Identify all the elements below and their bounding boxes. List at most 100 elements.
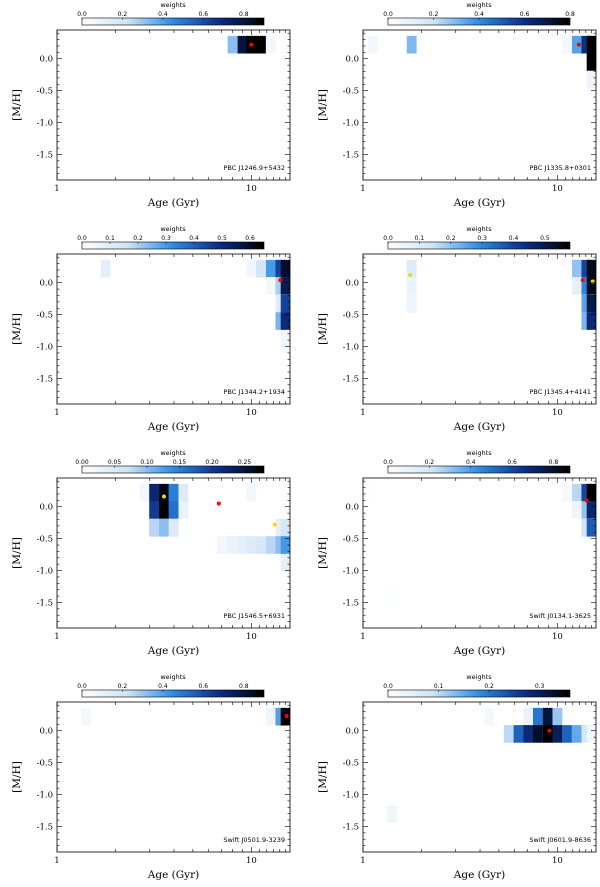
heatmap-cell xyxy=(484,707,495,726)
x-axis-label: Age (Gyr) xyxy=(147,869,199,881)
x-axis-label: Age (Gyr) xyxy=(453,421,505,433)
colorbar-tick-label: 0.6 xyxy=(199,683,209,690)
heatmap-cell xyxy=(571,483,582,502)
heatmap-cell xyxy=(523,707,534,726)
colorbar-title: weights xyxy=(160,449,186,457)
plot-frame xyxy=(362,253,597,405)
y-tick-label: -0.5 xyxy=(343,535,359,545)
heatmap-cell xyxy=(265,35,276,54)
heatmap-cell xyxy=(280,554,290,572)
heatmap-cell xyxy=(246,536,257,554)
heatmap-cell xyxy=(586,483,596,502)
y-tick-label: 0.0 xyxy=(39,503,53,513)
heatmap-cell xyxy=(406,35,417,54)
y-tick-label: -0.5 xyxy=(343,759,359,769)
x-tick-label: 10 xyxy=(246,408,257,418)
mean-marker xyxy=(161,494,166,499)
heatmap-cell xyxy=(586,501,596,519)
y-tick-label: -1.0 xyxy=(37,791,53,801)
object-name: PBC J1546.5+6931 xyxy=(223,612,285,620)
chart-panel: weights 0.0 0.1 0.2 0.3 0.4 0.5 1 10 0.0 -0.5 -1.0 -… xyxy=(317,225,597,433)
x-axis-label: Age (Gyr) xyxy=(453,869,505,881)
colorbar-tick-label: 0.4 xyxy=(509,235,519,242)
x-axis-label: Age (Gyr) xyxy=(453,197,505,209)
plot-frame xyxy=(56,701,291,853)
x-tick-label: 1 xyxy=(54,856,59,866)
x-tick-label: 10 xyxy=(552,408,563,418)
y-tick-label: -0.5 xyxy=(37,535,53,545)
colorbar-tick-label: 0.8 xyxy=(239,11,249,18)
y-tick-label: -1.5 xyxy=(37,598,53,608)
x-axis-label: Age (Gyr) xyxy=(147,197,199,209)
x-tick-label: 10 xyxy=(246,856,257,866)
colorbar-tick-label: 0.0 xyxy=(77,235,87,242)
heatmap-cell xyxy=(226,536,237,554)
colorbar xyxy=(81,241,265,250)
heatmap-cell xyxy=(280,330,290,348)
mean-marker xyxy=(278,278,283,283)
y-tick-label: -1.5 xyxy=(343,822,359,832)
x-tick-label: 1 xyxy=(54,632,59,642)
heatmap-cell xyxy=(168,483,179,502)
y-tick-label: 0.0 xyxy=(345,503,359,513)
object-name: PBC J1344.2+1934 xyxy=(223,388,285,396)
heatmap-cell xyxy=(586,518,596,537)
heatmap-cell xyxy=(513,725,524,743)
colorbar-tick-label: 0.6 xyxy=(199,11,209,18)
colorbar xyxy=(81,465,265,474)
heatmap-cell xyxy=(532,725,543,743)
mean-marker xyxy=(408,273,413,278)
colorbar xyxy=(387,241,571,250)
colorbar-tick-label: 0.20 xyxy=(205,459,219,466)
heatmap-cell xyxy=(586,312,596,330)
mean-marker xyxy=(272,522,277,527)
colorbar-tick-label: 0.0 xyxy=(383,235,393,242)
heatmap-cell xyxy=(275,518,286,537)
heatmap-cell xyxy=(149,483,160,502)
colorbar xyxy=(387,465,571,474)
y-tick-label: -1.5 xyxy=(37,374,53,384)
colorbar-tick-label: 0.05 xyxy=(108,459,122,466)
heatmap-cell xyxy=(100,259,111,278)
colorbar-tick-label: 0.4 xyxy=(158,11,168,18)
heatmap-cell xyxy=(586,277,596,295)
heatmap-cell xyxy=(562,483,572,502)
heatmap-cell xyxy=(159,501,169,519)
object-name: PBC J1335.8+0301 xyxy=(529,164,591,172)
heatmap-cell xyxy=(178,501,189,519)
x-tick-label: 10 xyxy=(552,632,563,642)
colorbar-tick-label: 0.15 xyxy=(173,459,187,466)
heatmap-cell xyxy=(542,725,553,743)
object-name: Swift J0501.9-3239 xyxy=(223,836,285,844)
y-tick-label: 0.0 xyxy=(345,279,359,289)
colorbar xyxy=(387,689,571,698)
plot-frame xyxy=(56,477,291,629)
chart-panel: weights 0.0 0.2 0.4 0.6 0.8 1 10 0.0 -0.5 -1.0 -1.5… xyxy=(317,1,597,209)
y-tick-label: 0.0 xyxy=(39,279,53,289)
colorbar-tick-label: 0.1 xyxy=(105,235,115,242)
colorbar xyxy=(81,17,265,26)
heatmap-cell xyxy=(581,725,592,743)
plot-frame xyxy=(56,253,291,405)
colorbar-tick-label: 0.2 xyxy=(118,683,128,690)
heatmap-cell xyxy=(217,536,228,554)
y-tick-label: -0.5 xyxy=(343,311,359,321)
heatmap-cell xyxy=(586,35,596,54)
heatmap-cell xyxy=(275,707,286,726)
x-tick-label: 10 xyxy=(552,184,563,194)
heatmap-cell xyxy=(562,35,572,54)
y-tick-label: -0.5 xyxy=(37,311,53,321)
y-tick-label: -1.0 xyxy=(343,567,359,577)
colorbar-tick-label: 0.3 xyxy=(535,683,545,690)
colorbar-tick-label: 0.0 xyxy=(77,11,87,18)
heatmap-cell xyxy=(581,501,592,519)
heatmap-cell xyxy=(586,725,596,743)
heatmap-cell xyxy=(552,725,563,743)
heatmap-cell xyxy=(275,259,286,278)
heatmap-cell xyxy=(178,483,189,502)
heatmap-cell xyxy=(571,259,582,278)
colorbar-title: weights xyxy=(466,1,492,9)
colorbar-tick-label: 0.1 xyxy=(434,683,444,690)
y-tick-label: -1.0 xyxy=(37,343,53,353)
colorbar-tick-label: 0.0 xyxy=(383,459,393,466)
